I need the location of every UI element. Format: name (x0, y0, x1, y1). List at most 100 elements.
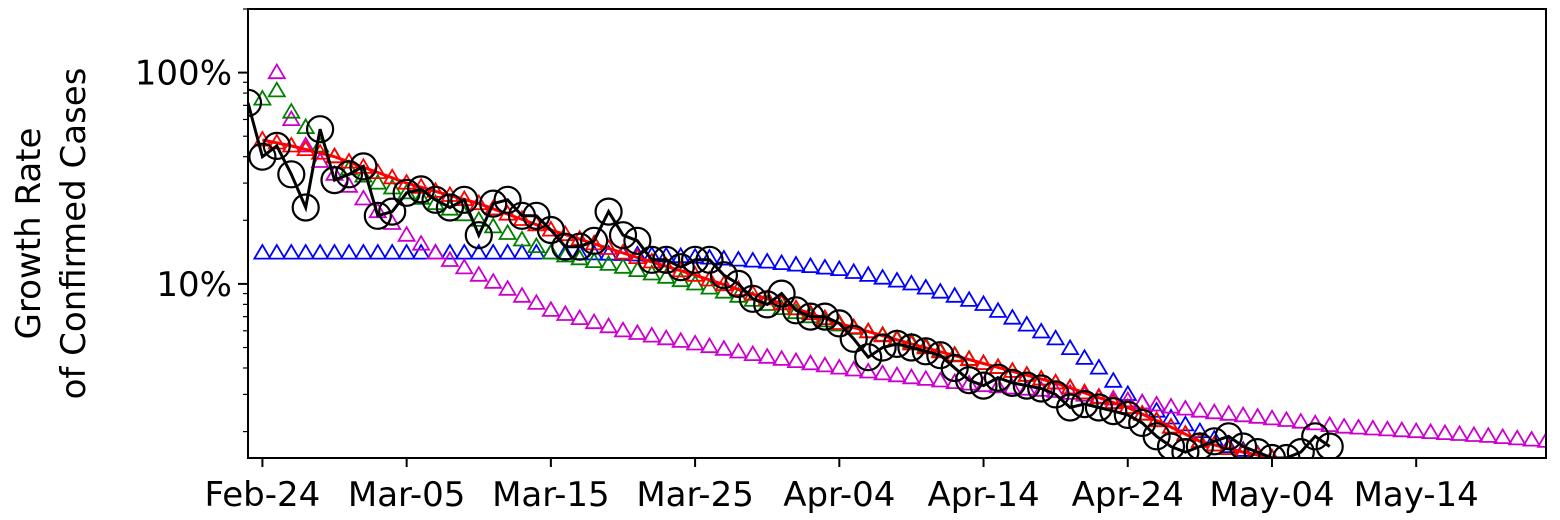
data-point (810, 302, 840, 331)
data-point (829, 259, 849, 277)
data-point (1089, 358, 1109, 375)
data-point (1262, 409, 1282, 426)
data-point (594, 197, 623, 226)
data-point (829, 358, 849, 375)
data-point (882, 329, 912, 358)
data-point (277, 160, 306, 189)
data-point (637, 245, 666, 274)
data-point (800, 256, 821, 274)
data-point (498, 223, 518, 240)
data-point (1055, 393, 1085, 422)
data-point (1060, 383, 1080, 400)
y-tick-label: 100% (135, 54, 232, 94)
data-point (969, 371, 998, 400)
y-axis-title-line: of Confirmed Cases (54, 68, 94, 400)
data-point (296, 136, 316, 153)
data-point (796, 302, 825, 331)
data-point (469, 193, 489, 211)
data-point (613, 257, 633, 274)
data-point (652, 245, 681, 274)
data-point (454, 258, 474, 275)
data-point (296, 139, 316, 157)
data-point (772, 298, 792, 316)
data-point (786, 255, 806, 272)
data-point (1305, 414, 1325, 431)
data-point (1200, 427, 1229, 456)
data-point (959, 290, 979, 307)
data-point (392, 178, 421, 207)
data-point (911, 337, 940, 366)
data-point (493, 185, 522, 214)
data-point (1219, 404, 1239, 421)
data-point (1435, 423, 1455, 441)
data-point (450, 185, 479, 214)
data-point (306, 115, 335, 144)
data-point (464, 221, 493, 250)
data-point (1272, 443, 1301, 458)
data-point (440, 250, 460, 267)
x-tick-label: Feb-24 (205, 475, 321, 515)
data-point (1027, 374, 1056, 403)
data-point (324, 146, 345, 164)
data-point (1406, 421, 1426, 439)
series-layer (248, 62, 1546, 458)
data-point (1320, 415, 1340, 433)
data-point (1156, 432, 1186, 458)
data-point (757, 347, 777, 364)
series-0 (252, 243, 1278, 458)
data-point (1147, 410, 1167, 428)
data-point (685, 247, 705, 264)
data-point (1175, 399, 1195, 416)
data-point (930, 342, 950, 359)
data-point (685, 334, 705, 351)
data-point (728, 342, 748, 359)
data-point (1161, 397, 1181, 414)
data-point (536, 215, 566, 245)
data-point (887, 365, 907, 383)
data-point (1229, 432, 1258, 458)
data-point (988, 301, 1008, 318)
plot-frame (247, 8, 1547, 459)
data-point (1315, 432, 1344, 458)
data-point (699, 270, 720, 287)
data-point (786, 351, 806, 369)
data-point (479, 189, 508, 218)
data-point (248, 142, 277, 171)
data-point (1248, 407, 1268, 424)
data-point (512, 243, 532, 260)
data-point (541, 220, 561, 237)
data-point (512, 230, 532, 247)
data-point (339, 243, 359, 260)
data-point (483, 272, 503, 289)
data-point (954, 366, 984, 395)
series-1 (267, 62, 1546, 448)
data-point (407, 175, 436, 204)
data-point (425, 243, 446, 260)
data-point (1046, 329, 1066, 346)
data-point (1099, 397, 1128, 426)
x-tick-label: May-04 (1209, 475, 1334, 515)
data-point (873, 268, 893, 285)
data-point (382, 243, 402, 260)
data-point (599, 254, 619, 271)
data-point (623, 226, 652, 255)
data-point (868, 333, 897, 362)
data-point (854, 343, 883, 372)
data-point (642, 326, 662, 343)
data-point (1233, 405, 1253, 423)
data-point (1031, 322, 1051, 339)
data-point (1147, 395, 1167, 412)
data-point (555, 304, 575, 321)
data-point (844, 360, 864, 377)
data-point (695, 245, 724, 274)
data-point (498, 243, 518, 260)
data-point (772, 253, 792, 271)
data-point (368, 243, 388, 260)
data-point (844, 262, 864, 279)
data-point (1243, 438, 1272, 458)
data-point (1185, 432, 1214, 458)
data-point (1113, 400, 1142, 429)
data-point (1190, 401, 1210, 418)
x-tick-label: Mar-05 (348, 475, 466, 515)
data-point (714, 249, 734, 266)
